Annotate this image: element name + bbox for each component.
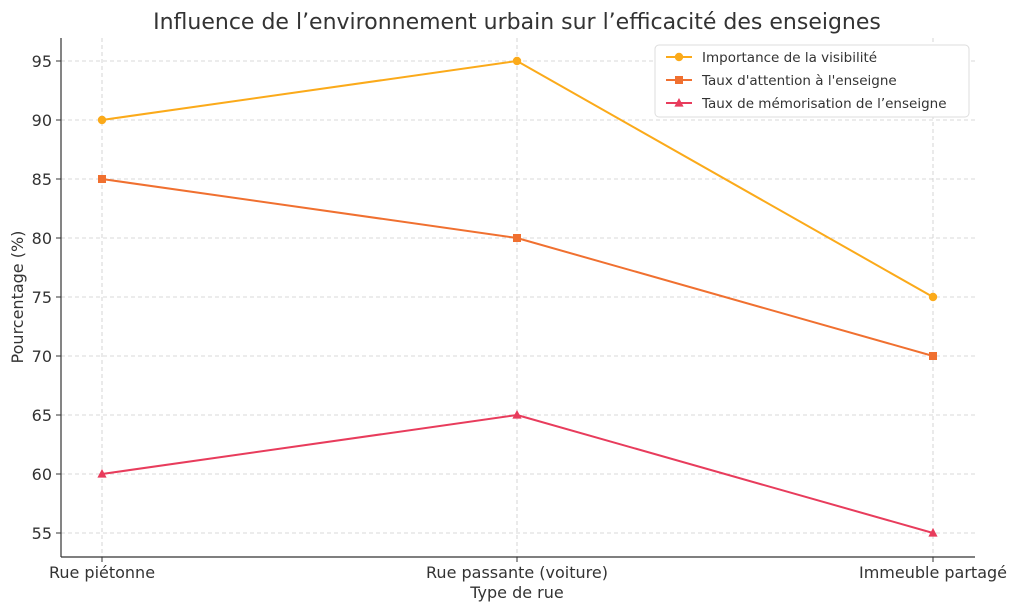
legend-item: Taux de mémorisation de l’enseigne xyxy=(666,96,947,112)
y-axis-label: Pourcentage (%) xyxy=(8,231,27,364)
legend-label: Importance de la visibilité xyxy=(702,50,877,66)
legend: Importance de la visibilité Taux d'attent… xyxy=(654,44,970,118)
legend-marker xyxy=(674,98,684,107)
y-tick-label: 95 xyxy=(32,52,52,71)
x-tick-label: Rue piétonne xyxy=(49,563,155,582)
legend-item: Taux d'attention à l'enseigne xyxy=(666,73,897,89)
series-1 xyxy=(97,56,938,302)
y-tick-label: 55 xyxy=(32,524,52,543)
x-axis-label: Type de rue xyxy=(469,583,563,602)
x-tick-label: Immeuble partagé xyxy=(859,563,1007,582)
data-point xyxy=(928,528,938,537)
series-group xyxy=(97,56,938,537)
y-tick-label: 70 xyxy=(32,347,52,366)
chart-title: Influence de l’environnement urbain sur … xyxy=(153,10,881,35)
x-tick-label: Rue passante (voiture) xyxy=(426,563,608,582)
x-ticks: Rue piétonne Rue passante (voiture) Immeub… xyxy=(49,557,1007,582)
data-point xyxy=(97,469,107,478)
data-point xyxy=(512,56,522,66)
legend-marker xyxy=(675,76,683,84)
y-ticks: 55 60 65 70 75 80 85 90 95 xyxy=(32,52,61,543)
y-tick-label: 80 xyxy=(32,229,52,248)
data-point xyxy=(98,175,106,183)
y-tick-label: 90 xyxy=(32,111,52,130)
y-tick-label: 60 xyxy=(32,465,52,484)
legend-marker xyxy=(674,52,684,62)
legend-label: Taux d'attention à l'enseigne xyxy=(701,73,897,89)
y-tick-label: 85 xyxy=(32,170,52,189)
y-tick-label: 75 xyxy=(32,288,52,307)
data-point xyxy=(929,352,937,360)
data-point xyxy=(512,410,522,419)
data-point xyxy=(928,292,938,302)
y-tick-label: 65 xyxy=(32,406,52,425)
legend-label: Taux de mémorisation de l’enseigne xyxy=(701,96,947,112)
legend-box xyxy=(654,44,970,118)
data-point xyxy=(513,234,521,242)
data-point xyxy=(97,115,107,125)
series-2 xyxy=(98,175,937,360)
series-3 xyxy=(97,410,938,537)
series-line xyxy=(101,178,934,357)
legend-item: Importance de la visibilité xyxy=(666,50,877,66)
